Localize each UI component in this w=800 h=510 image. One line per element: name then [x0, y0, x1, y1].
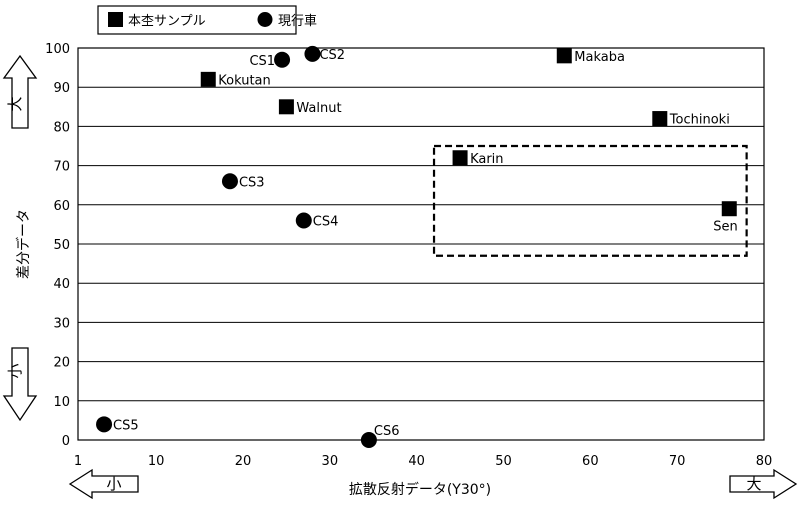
y-tick-label: 90	[53, 81, 70, 96]
x-tick-label: 20	[235, 454, 252, 469]
y-tick-label: 100	[45, 42, 70, 57]
y-low-arrow: 小	[2, 347, 38, 422]
point-label-sen: Sen	[713, 220, 738, 235]
y-low-label: 小	[6, 363, 24, 378]
point-makaba	[556, 48, 572, 64]
point-cs6	[360, 432, 377, 448]
x-tick-label: 30	[322, 454, 339, 469]
down-arrow-icon	[2, 347, 38, 422]
y-tick-label: 40	[53, 277, 70, 292]
point-cs2	[304, 45, 321, 62]
y-tick-label: 80	[53, 120, 70, 135]
y-high-label: 大	[6, 96, 24, 111]
x-tick-label: 10	[148, 454, 165, 469]
x-tick-label: 40	[408, 454, 425, 469]
point-label-karin: Karin	[470, 152, 503, 167]
y-tick-label: 20	[53, 356, 70, 371]
point-label-walnut: Walnut	[296, 101, 341, 116]
left-arrow-icon	[68, 468, 139, 500]
x-high-arrow: 大	[729, 468, 798, 500]
point-sen	[721, 201, 737, 217]
point-label-cs5: CS5	[113, 418, 139, 433]
legend-label-hontoku: 本杢サンプル	[128, 14, 206, 29]
point-label-cs6: CS6	[374, 424, 400, 439]
point-cs3	[221, 173, 238, 190]
x-tick-label: 70	[669, 454, 686, 469]
legend: 本杢サンプル 現行車	[97, 5, 317, 35]
x-axis-title: 拡散反射データ(Y30°)	[349, 481, 491, 498]
point-label-cs4: CS4	[313, 214, 339, 229]
point-label-cs1: CS1	[249, 54, 275, 69]
y-tick-label: 60	[53, 199, 70, 214]
legend-label-genkousha: 現行車	[278, 14, 317, 29]
y-tick-label: 50	[53, 238, 70, 253]
x-tick-label: 1	[74, 454, 82, 469]
point-label-cs2: CS2	[319, 48, 345, 63]
point-label-kokutan: Kokutan	[218, 73, 271, 88]
x-tick-label: 50	[495, 454, 512, 469]
x-low-label: 小	[106, 475, 121, 493]
point-cs5	[96, 416, 113, 433]
y-tick-label: 10	[53, 395, 70, 410]
x-high-label: 大	[746, 475, 761, 493]
y-tick-labels: 0 10 20 30 40 50 60 70 80 90 100	[45, 42, 70, 449]
legend-circle-marker	[257, 12, 273, 27]
point-label-tochinoki: Tochinoki	[669, 113, 730, 128]
y-tick-label: 30	[53, 316, 70, 331]
data-points: Kokutan Walnut Makaba Tochinoki Karin Sen CS1 C…	[96, 45, 738, 448]
x-tick-label: 60	[582, 454, 599, 469]
point-walnut	[278, 99, 294, 115]
y-high-arrow: 大	[2, 54, 38, 129]
grid-lines	[78, 86, 764, 402]
x-tick-labels: 1 10 20 30 40 50 60 70 80	[74, 454, 772, 469]
point-cs4	[295, 212, 312, 229]
point-label-cs3: CS3	[239, 175, 265, 190]
legend-square-marker	[108, 12, 123, 27]
point-karin	[452, 150, 468, 166]
highlight-box	[432, 144, 748, 257]
y-tick-label: 70	[53, 160, 70, 175]
y-tick-label: 0	[62, 434, 70, 449]
point-tochinoki	[652, 111, 668, 127]
plot-area	[77, 47, 765, 441]
y-axis-title: 差分データ	[15, 209, 32, 279]
point-label-makaba: Makaba	[574, 50, 625, 65]
point-kokutan	[200, 71, 216, 87]
point-cs1	[274, 51, 291, 68]
x-low-arrow: 小	[68, 468, 139, 500]
right-arrow-icon	[729, 468, 798, 500]
up-arrow-icon	[2, 54, 38, 129]
x-tick-label: 80	[756, 454, 773, 469]
